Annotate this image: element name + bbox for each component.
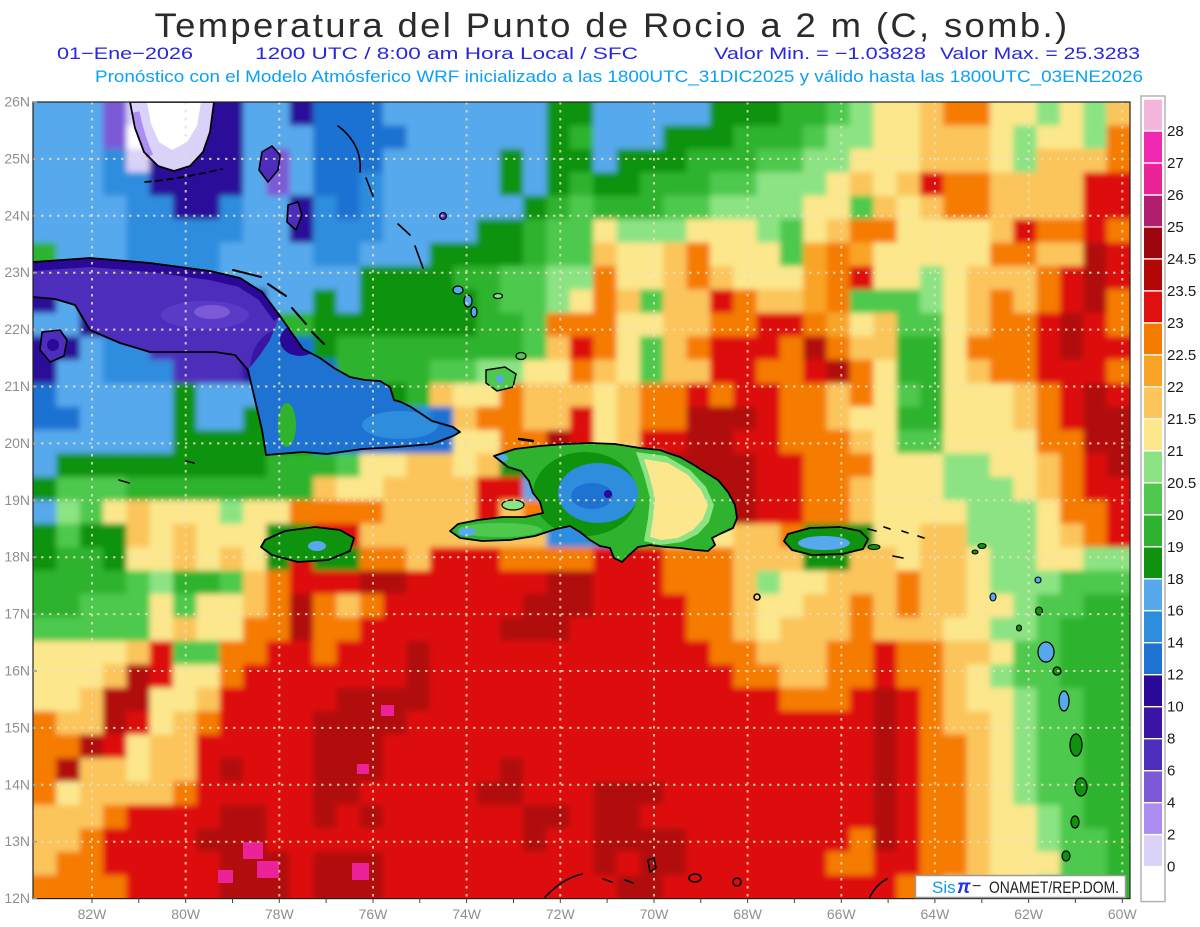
svg-text:14: 14: [1167, 635, 1184, 652]
svg-text:16: 16: [1167, 603, 1184, 620]
svg-text:10: 10: [1167, 699, 1184, 716]
svg-text:18: 18: [1167, 571, 1184, 588]
svg-text:20.5: 20.5: [1167, 475, 1196, 492]
svg-text:17N: 17N: [4, 606, 30, 622]
svg-text:26: 26: [1167, 187, 1184, 204]
svg-text:13N: 13N: [4, 833, 30, 849]
svg-text:25: 25: [1167, 219, 1184, 236]
svg-text:4: 4: [1167, 795, 1175, 812]
svg-text:22: 22: [1167, 379, 1184, 396]
svg-text:23N: 23N: [4, 264, 30, 280]
svg-text:80W: 80W: [171, 906, 201, 922]
svg-text:27: 27: [1167, 155, 1184, 172]
svg-text:15N: 15N: [4, 719, 30, 735]
svg-text:Temperatura del Punto de Rocio: Temperatura del Punto de Rocio a 2 m (C,…: [155, 7, 1070, 45]
svg-text:8: 8: [1167, 731, 1175, 748]
svg-text:78W: 78W: [265, 906, 295, 922]
svg-text:72W: 72W: [546, 906, 576, 922]
svg-text:64W: 64W: [921, 906, 951, 922]
svg-text:22N: 22N: [4, 321, 30, 337]
svg-text:14N: 14N: [4, 776, 30, 792]
svg-text:Sis: Sis: [932, 878, 956, 897]
svg-text:1200 UTC / 8:00 am Hora Local: 1200 UTC / 8:00 am Hora Local / SFC: [255, 44, 638, 63]
svg-text:21: 21: [1167, 443, 1184, 460]
svg-text:21N: 21N: [4, 378, 30, 394]
svg-text:21.5: 21.5: [1167, 411, 1196, 428]
svg-text:01−Ene−2026: 01−Ene−2026: [57, 44, 193, 63]
svg-text:0: 0: [1167, 859, 1175, 876]
svg-text:−: −: [972, 878, 981, 895]
svg-text:23.5: 23.5: [1167, 283, 1196, 300]
svg-text:24N: 24N: [4, 207, 30, 223]
svg-text:ONAMET/REP.DOM.: ONAMET/REP.DOM.: [989, 878, 1119, 897]
svg-text:82W: 82W: [78, 906, 108, 922]
svg-text:Pronóstico con el Modelo Atmós: Pronóstico con el Modelo Atmósferico WRF…: [95, 67, 1143, 86]
svg-text:68W: 68W: [733, 906, 763, 922]
svg-text:70W: 70W: [640, 906, 670, 922]
svg-text:62W: 62W: [1014, 906, 1044, 922]
svg-text:12: 12: [1167, 667, 1184, 684]
svg-text:Valor Min. = −1.03828: Valor Min. = −1.03828: [714, 44, 926, 63]
svg-text:25N: 25N: [4, 150, 30, 166]
svg-text:Valor Max. = 25.3283: Valor Max. = 25.3283: [940, 44, 1140, 63]
svg-text:18N: 18N: [4, 549, 30, 565]
svg-text:28: 28: [1167, 123, 1184, 140]
svg-text:26N: 26N: [4, 94, 30, 110]
svg-text:19: 19: [1167, 539, 1184, 556]
svg-text:6: 6: [1167, 763, 1175, 780]
svg-text:60W: 60W: [1108, 906, 1138, 922]
svg-text:2: 2: [1167, 827, 1175, 844]
svg-text:76W: 76W: [359, 906, 389, 922]
svg-text:16N: 16N: [4, 663, 30, 679]
svg-text:74W: 74W: [452, 906, 482, 922]
svg-text:12N: 12N: [4, 890, 30, 906]
svg-text:66W: 66W: [827, 906, 857, 922]
svg-text:24.5: 24.5: [1167, 251, 1196, 268]
svg-text:20: 20: [1167, 507, 1184, 524]
svg-text:22.5: 22.5: [1167, 347, 1196, 364]
svg-text:23: 23: [1167, 315, 1184, 332]
svg-text:π: π: [957, 877, 971, 898]
svg-text:20N: 20N: [4, 435, 30, 451]
svg-text:19N: 19N: [4, 492, 30, 508]
